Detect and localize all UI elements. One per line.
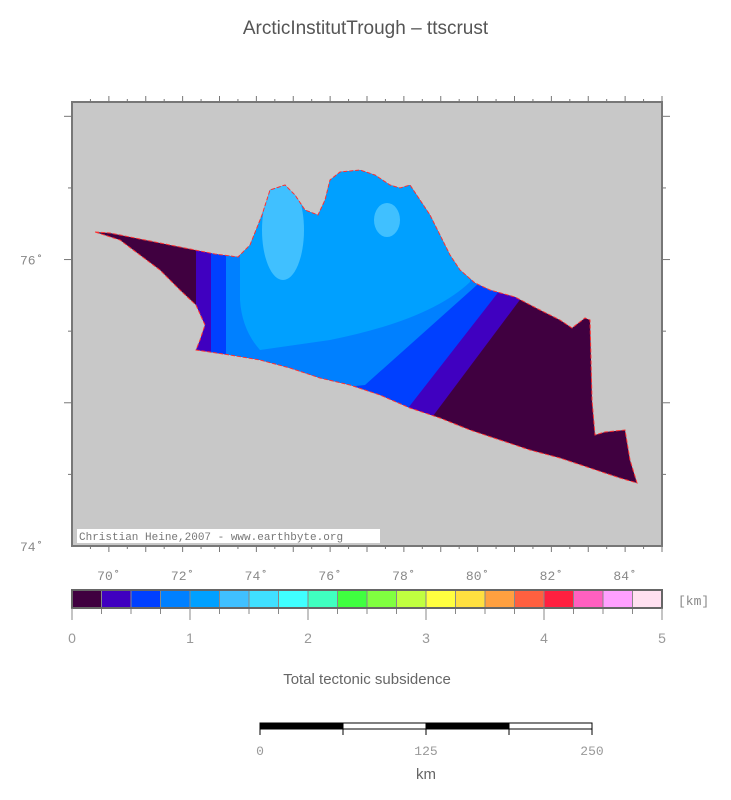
colorbar-swatch — [189, 589, 220, 609]
colorbar-swatch — [160, 589, 191, 609]
lon-label: 72˚ — [171, 569, 194, 584]
colorbar-swatch — [71, 589, 102, 609]
scale-unit: km — [416, 766, 436, 783]
scale-segment — [342, 722, 427, 730]
lat-label: 74˚ — [20, 540, 43, 555]
colorbar-tick-label: 1 — [186, 630, 194, 646]
colorbar-swatch — [366, 589, 397, 609]
lon-label: 70˚ — [97, 569, 120, 584]
colorbar-tick-label: 4 — [540, 630, 548, 646]
credit-text: Christian Heine,2007 - www.earthbyte.org — [79, 532, 343, 544]
colorbar-tick-label: 2 — [304, 630, 312, 646]
colorbar-swatch — [543, 589, 574, 609]
colorbar-swatch — [484, 589, 515, 609]
lon-label: 78˚ — [392, 569, 415, 584]
scale-label: 0 — [256, 744, 264, 759]
scale-label: 125 — [414, 744, 437, 759]
colorbar-swatch — [219, 589, 250, 609]
lon-label: 80˚ — [466, 569, 489, 584]
map-title: ArcticInstitutTrough – ttscrust — [242, 18, 489, 39]
colorbar-tick-label: 5 — [658, 630, 666, 646]
lat-label: 76˚ — [20, 254, 43, 269]
colorbar-swatch — [632, 589, 663, 609]
colorbar-unit: [km] — [678, 594, 709, 609]
colorbar-swatch — [278, 589, 309, 609]
lon-label: 84˚ — [613, 569, 636, 584]
scale-segment — [259, 722, 344, 730]
colorbar-swatch — [514, 589, 545, 609]
colorbar-swatch — [307, 589, 338, 609]
colorbar-label: Total tectonic subsidence — [283, 671, 451, 688]
colorbar-tick-label: 0 — [68, 630, 76, 646]
basin-outline — [94, 169, 638, 484]
colorbar-swatch — [248, 589, 279, 609]
band-1.25-1.5 — [374, 203, 400, 237]
lon-label: 82˚ — [540, 569, 563, 584]
colorbar-swatch — [455, 589, 486, 609]
colorbar-swatch — [396, 589, 427, 609]
map-ticks: 70˚ 72˚ 74˚ 76˚ 78˚ 80˚ 82˚ 84˚ 74˚ 76˚ — [20, 96, 670, 584]
colorbar-tick-label: 3 — [422, 630, 430, 646]
colorbar-swatch — [101, 589, 132, 609]
colorbar-swatch — [602, 589, 633, 609]
band-1.25-1.5 — [262, 180, 304, 280]
colorbar-swatch — [573, 589, 604, 609]
scale-bar: 0 125 250 — [256, 722, 604, 759]
colorbar-frame — [71, 589, 663, 609]
scale-segment — [508, 722, 593, 730]
colorbar: 0 1 2 3 4 5 — [68, 589, 666, 646]
colorbar-swatch — [337, 589, 368, 609]
lon-label: 74˚ — [245, 569, 268, 584]
colorbar-swatch — [130, 589, 161, 609]
colorbar-swatch — [425, 589, 456, 609]
scale-label: 250 — [580, 744, 603, 759]
scale-segment — [425, 722, 510, 730]
lon-label: 76˚ — [318, 569, 341, 584]
credit-box — [77, 529, 380, 543]
